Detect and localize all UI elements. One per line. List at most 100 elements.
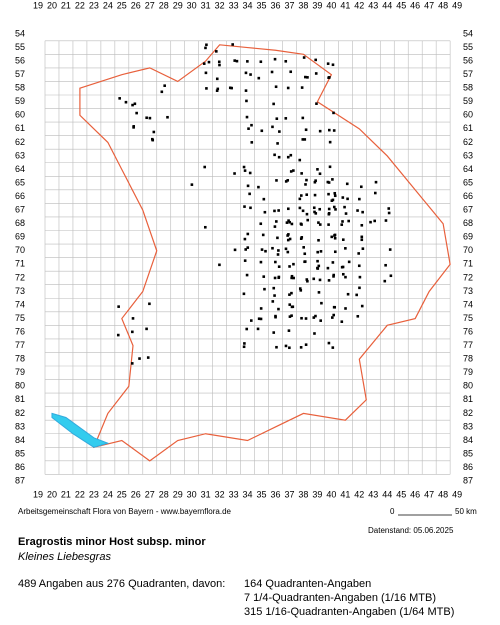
dot	[276, 253, 280, 256]
dot	[284, 247, 288, 251]
row-label: 76	[15, 326, 25, 336]
dot	[273, 209, 276, 213]
row-label: 62	[463, 137, 473, 147]
dot	[369, 220, 372, 224]
dot	[273, 276, 277, 280]
column-label: 47	[424, 0, 434, 10]
dot	[387, 211, 391, 215]
dot	[202, 62, 206, 65]
dot	[341, 272, 345, 276]
dot	[313, 193, 317, 197]
column-label: 33	[229, 489, 239, 499]
row-label: 72	[15, 272, 25, 282]
column-label: 41	[340, 0, 350, 10]
dot	[131, 103, 134, 107]
row-label: 75	[463, 313, 473, 323]
column-label: 33	[229, 0, 239, 10]
dot	[277, 155, 281, 159]
row-label: 80	[463, 381, 473, 391]
row-label: 64	[15, 164, 25, 174]
dot	[306, 279, 309, 283]
column-label: 49	[452, 489, 462, 499]
dot	[289, 170, 293, 173]
dot	[273, 294, 276, 297]
dot	[331, 346, 335, 349]
dot	[360, 223, 364, 227]
row-label: 74	[463, 299, 473, 309]
dot	[331, 63, 335, 67]
row-label: 55	[15, 42, 25, 52]
dot	[205, 43, 208, 47]
dot	[204, 46, 207, 50]
dot	[291, 305, 295, 309]
dot	[317, 264, 321, 268]
dot	[298, 287, 302, 290]
row-label: 68	[15, 218, 25, 228]
dot	[332, 273, 336, 277]
dot	[245, 273, 249, 277]
dot	[298, 158, 302, 162]
row-label: 79	[463, 367, 473, 377]
dot	[327, 207, 331, 211]
column-label: 48	[438, 0, 448, 10]
dot	[333, 194, 337, 198]
dot	[327, 211, 331, 215]
dot	[356, 314, 360, 318]
row-label: 86	[463, 462, 473, 472]
dot	[262, 275, 266, 278]
dot	[333, 234, 336, 237]
dot	[331, 178, 334, 181]
dot	[313, 210, 316, 214]
dot	[300, 316, 303, 320]
dot	[305, 193, 309, 196]
dot	[331, 316, 334, 319]
dot	[312, 206, 316, 210]
dot	[328, 140, 332, 144]
row-label: 63	[15, 150, 25, 160]
dot	[277, 265, 281, 268]
dot	[216, 87, 220, 91]
column-label: 27	[145, 489, 155, 499]
dot	[166, 115, 169, 119]
dot	[242, 292, 246, 296]
dot	[271, 300, 275, 303]
column-label: 42	[354, 489, 364, 499]
column-label: 45	[396, 0, 406, 10]
dot	[358, 286, 361, 290]
dot	[318, 278, 322, 282]
row-label: 60	[463, 110, 473, 120]
dot	[243, 205, 246, 208]
dot	[303, 252, 307, 256]
dot	[327, 279, 331, 282]
dot	[328, 165, 332, 169]
dot	[341, 265, 345, 269]
dot	[300, 236, 304, 239]
dot	[259, 260, 263, 264]
dot	[286, 238, 290, 242]
dot	[138, 357, 141, 360]
dot	[272, 286, 276, 290]
date: Datenstand: 05.06.2025	[368, 526, 454, 535]
column-label: 24	[103, 489, 113, 499]
lake	[51, 412, 110, 448]
dot	[302, 246, 305, 249]
dot	[318, 129, 322, 133]
column-label: 47	[424, 489, 434, 499]
row-label: 62	[15, 137, 25, 147]
dot	[286, 234, 289, 237]
dot	[245, 99, 248, 103]
row-label: 78	[463, 354, 473, 364]
dot	[316, 168, 319, 171]
dot	[383, 279, 387, 283]
dot	[333, 250, 337, 254]
row-label: 78	[15, 354, 25, 364]
dot	[242, 345, 246, 349]
dot	[306, 218, 310, 222]
column-label: 30	[187, 0, 197, 10]
row-label: 63	[463, 150, 473, 160]
dot	[132, 126, 135, 129]
dot	[345, 182, 349, 186]
dot	[284, 59, 288, 63]
dot	[275, 345, 278, 349]
dot	[347, 260, 351, 264]
